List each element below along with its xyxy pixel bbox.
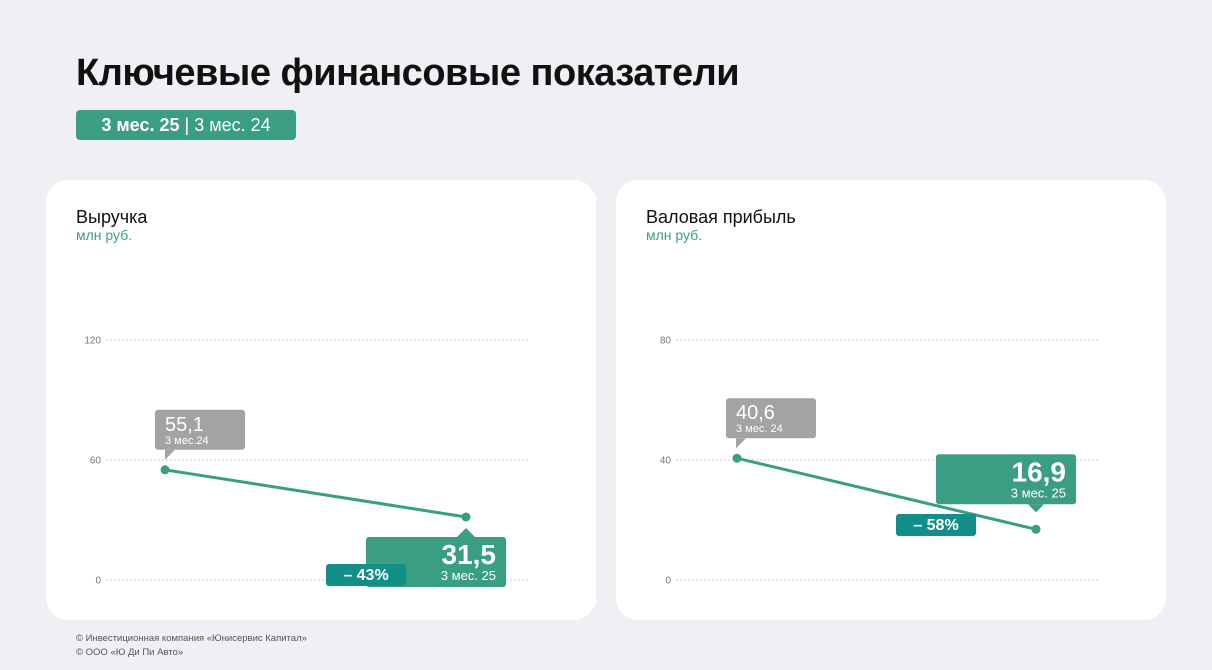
y-tick-label: 80 xyxy=(660,336,672,347)
data-point xyxy=(160,465,170,475)
callout-label: 3 мес. 25 xyxy=(1011,485,1066,500)
delta-badge: – 43% xyxy=(326,564,406,586)
chart-unit: млн руб. xyxy=(646,227,703,243)
callout-value: 55,1 xyxy=(165,414,204,436)
period-previous[interactable]: 3 мес. 24 xyxy=(194,115,271,135)
chart-unit: млн руб. xyxy=(76,227,133,243)
footer: © Инвестиционная компания «Юнисервис Кап… xyxy=(76,632,307,660)
callout-previous: 55,13 мес.24 xyxy=(155,409,245,460)
callout-previous: 40,63 мес. 24 xyxy=(726,398,816,449)
delta-badge: – 58% xyxy=(896,514,976,536)
callout-label: 3 мес.24 xyxy=(165,435,209,447)
footer-line: © Инвестиционная компания «Юнисервис Кап… xyxy=(76,633,307,644)
chart-title: Валовая прибыль xyxy=(646,207,796,227)
page-title: Ключевые финансовые показатели xyxy=(76,52,740,94)
delta-value: – 58% xyxy=(913,517,958,534)
callout-label: 3 мес. 25 xyxy=(441,568,496,583)
y-tick-label: 40 xyxy=(660,456,672,467)
data-point xyxy=(1031,524,1041,534)
callout-value: 16,9 xyxy=(1012,456,1067,487)
period-toggle[interactable]: 3 мес. 25 | 3 мес. 24 xyxy=(76,110,296,140)
footer-line: © ООО «Ю Ди Пи Авто» xyxy=(76,647,184,658)
period-separator: | xyxy=(184,115,190,135)
callout-current: 16,93 мес. 25 xyxy=(936,454,1076,513)
period-current[interactable]: 3 мес. 25 xyxy=(101,115,180,135)
gross-profit-chart: 0 40 80 40,63 мес. 24 16,93 мес. 25 – 58% xyxy=(660,336,1098,587)
delta-value: – 43% xyxy=(343,567,388,584)
series-line xyxy=(163,468,468,519)
data-point xyxy=(732,453,742,463)
y-tick-label: 120 xyxy=(84,336,101,347)
data-point xyxy=(461,512,471,522)
callout-value: 31,5 xyxy=(442,539,497,570)
gross-profit-card: Валовая прибыль млн руб. 0 40 80 40,6 3 мес.… xyxy=(616,180,1166,620)
revenue-card: Выручка млн руб. 0 60 120 55,1 3 мес.24 31,5 3… xyxy=(46,180,596,620)
y-tick-label: 0 xyxy=(95,576,101,587)
series-line xyxy=(735,456,1038,531)
callout-value: 40,6 xyxy=(736,402,775,424)
y-tick-label: 0 xyxy=(665,576,671,587)
y-tick-label: 60 xyxy=(90,456,102,467)
chart-title: Выручка xyxy=(76,207,148,227)
revenue-chart: 0 60 120 55,13 мес.24 31,53 мес. 25 – 43% xyxy=(84,336,528,587)
callout-label: 3 мес. 24 xyxy=(736,423,783,435)
